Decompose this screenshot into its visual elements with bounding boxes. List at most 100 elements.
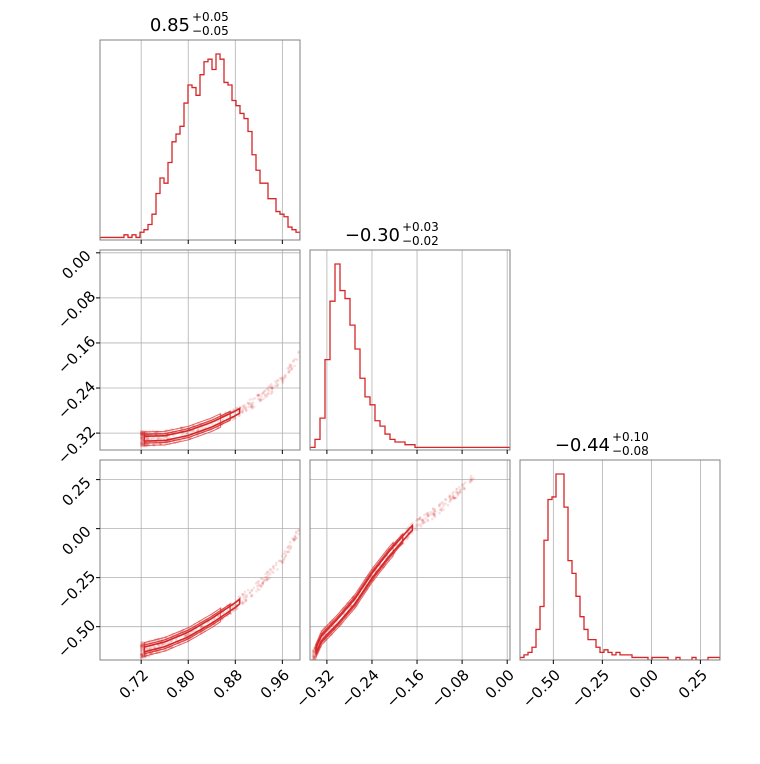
scatter-point <box>247 405 251 409</box>
scatter-point <box>246 402 250 405</box>
scatter-point <box>274 380 277 383</box>
scatter-point <box>440 506 443 510</box>
scatter-point <box>157 436 160 440</box>
y-tick-label: −0.25 <box>54 567 99 612</box>
scatter-point <box>139 645 143 649</box>
scatter-point <box>244 598 248 602</box>
scatter-point <box>431 517 434 521</box>
scatter-point <box>274 563 278 567</box>
scatter-point <box>140 445 143 448</box>
scatter-point <box>147 646 151 650</box>
y-tick-label: 0.25 <box>58 473 94 509</box>
scatter-point <box>280 561 284 564</box>
x-tick-label: −0.24 <box>337 666 382 711</box>
scatter-point <box>292 359 295 362</box>
scatter-point <box>256 580 260 584</box>
scatter-point <box>158 437 162 441</box>
scatter-point <box>290 368 293 372</box>
scatter-point <box>462 487 466 491</box>
scatter-point <box>448 495 452 498</box>
scatter-point <box>311 655 315 659</box>
scatter-point <box>251 403 254 407</box>
scatter-point <box>259 398 263 402</box>
scatter-point <box>140 429 143 433</box>
scatter-point <box>241 407 245 411</box>
panel-content <box>520 473 720 660</box>
scatter-point <box>158 644 162 647</box>
scatter-point <box>444 502 447 505</box>
scatter-point <box>243 593 246 596</box>
scatter-point <box>139 432 143 436</box>
scatter-point <box>451 494 455 498</box>
scatter-point <box>439 502 442 505</box>
scatter-point <box>276 378 279 382</box>
scatter-point <box>250 589 254 592</box>
scatter-point <box>423 521 427 524</box>
scatter-point <box>266 388 270 391</box>
scatter-point <box>463 486 466 490</box>
scatter-point <box>241 411 244 414</box>
scatter-point <box>257 397 260 401</box>
scatter-point <box>253 397 257 400</box>
scatter-point <box>140 653 144 657</box>
scatter-point <box>257 579 261 583</box>
scatter-point <box>288 547 292 551</box>
scatter-point <box>266 577 269 581</box>
scatter-point <box>151 646 154 649</box>
scatter-point <box>267 570 270 573</box>
scatter-point <box>442 508 445 511</box>
scatter-point <box>262 578 265 581</box>
scatter-point <box>184 634 187 638</box>
scatter-point <box>313 654 316 658</box>
scatter-point <box>240 410 244 414</box>
scatter-point <box>254 581 258 585</box>
scatter-point <box>140 652 144 656</box>
scatter-point <box>269 568 273 571</box>
scatter-point <box>271 387 274 390</box>
scatter-point <box>311 650 315 653</box>
y-tick-label: −0.50 <box>54 616 99 661</box>
scatter-point <box>289 363 293 367</box>
density-contour <box>143 412 222 446</box>
scatter-point <box>284 554 288 558</box>
scatter-point <box>140 441 143 445</box>
scatter-point <box>295 530 298 533</box>
scatter-point <box>287 365 291 369</box>
scatter-point <box>139 644 143 648</box>
scatter-point <box>246 588 250 592</box>
scatter-point <box>265 579 269 582</box>
scatter-point <box>455 488 458 491</box>
scatter-point <box>280 377 283 381</box>
scatter-point <box>266 392 269 396</box>
scatter-point <box>458 490 462 494</box>
scatter-point <box>252 586 256 590</box>
scatter-point <box>251 404 254 408</box>
scatter-point <box>140 431 143 435</box>
scatter-point <box>140 442 143 445</box>
scatter-point <box>196 428 200 432</box>
scatter-point <box>146 438 150 441</box>
x-tick-label: 0.00 <box>626 666 662 702</box>
scatter-point <box>141 652 145 655</box>
scatter-point <box>241 409 244 413</box>
scatter-point <box>257 394 261 398</box>
scatter-point <box>449 497 453 501</box>
scatter-point <box>140 654 144 658</box>
scatter-point <box>452 496 456 500</box>
scatter-point <box>181 433 184 436</box>
density-contour <box>143 597 241 653</box>
scatter-point <box>153 436 156 440</box>
scatter-point <box>453 496 457 500</box>
scatter-point <box>291 360 295 363</box>
scatter-point <box>415 524 419 528</box>
scatter-point <box>311 657 315 660</box>
y-tick-label: −0.08 <box>54 287 99 332</box>
scatter-point <box>440 509 444 512</box>
scatter-point <box>244 596 247 599</box>
scatter-point <box>438 503 441 507</box>
scatter-point <box>312 663 315 666</box>
scatter-point <box>184 633 188 637</box>
scatter-point <box>140 443 143 447</box>
scatter-point <box>262 391 266 394</box>
scatter-point <box>311 653 315 656</box>
